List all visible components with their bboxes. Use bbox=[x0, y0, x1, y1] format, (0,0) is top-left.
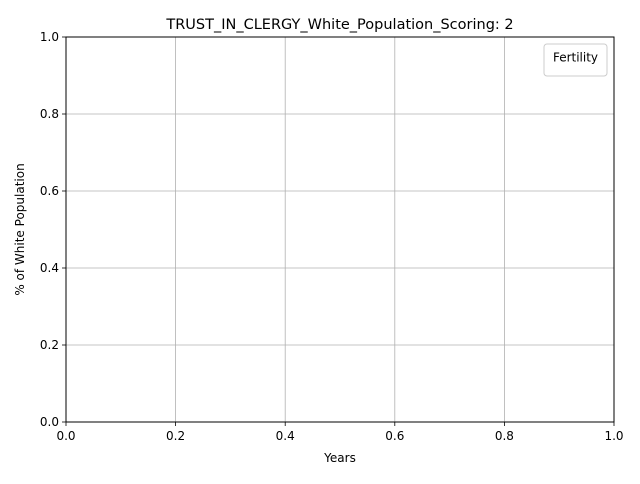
y-tick-label: 0.8 bbox=[40, 107, 59, 121]
y-axis-label: % of White Population bbox=[13, 163, 27, 295]
x-tick-label: 0.0 bbox=[56, 429, 75, 443]
y-tick-label: 0.2 bbox=[40, 338, 59, 352]
legend: Fertility bbox=[543, 43, 608, 77]
y-tick-label: 0.6 bbox=[40, 184, 59, 198]
y-axis: 0.0 0.2 0.4 0.6 0.8 1.0 bbox=[40, 30, 66, 429]
grid-lines bbox=[65, 36, 615, 423]
x-tick-label: 0.6 bbox=[385, 429, 404, 443]
x-tick-label: 0.8 bbox=[495, 429, 514, 443]
x-axis: 0.0 0.2 0.4 0.6 0.8 1.0 bbox=[56, 422, 624, 443]
plot-area-frame bbox=[65, 36, 615, 423]
legend-title: Fertility bbox=[553, 51, 598, 65]
y-tick-label: 1.0 bbox=[40, 30, 59, 44]
x-axis-label: Years bbox=[323, 451, 356, 465]
x-tick-label: 1.0 bbox=[604, 429, 623, 443]
y-tick-label: 0.4 bbox=[40, 261, 59, 275]
x-tick-label: 0.2 bbox=[166, 429, 185, 443]
chart-title: TRUST_IN_CLERGY_White_Population_Scoring… bbox=[165, 17, 513, 33]
x-tick-label: 0.4 bbox=[276, 429, 295, 443]
legend-box bbox=[543, 43, 608, 77]
y-tick-label: 0.0 bbox=[40, 415, 59, 429]
